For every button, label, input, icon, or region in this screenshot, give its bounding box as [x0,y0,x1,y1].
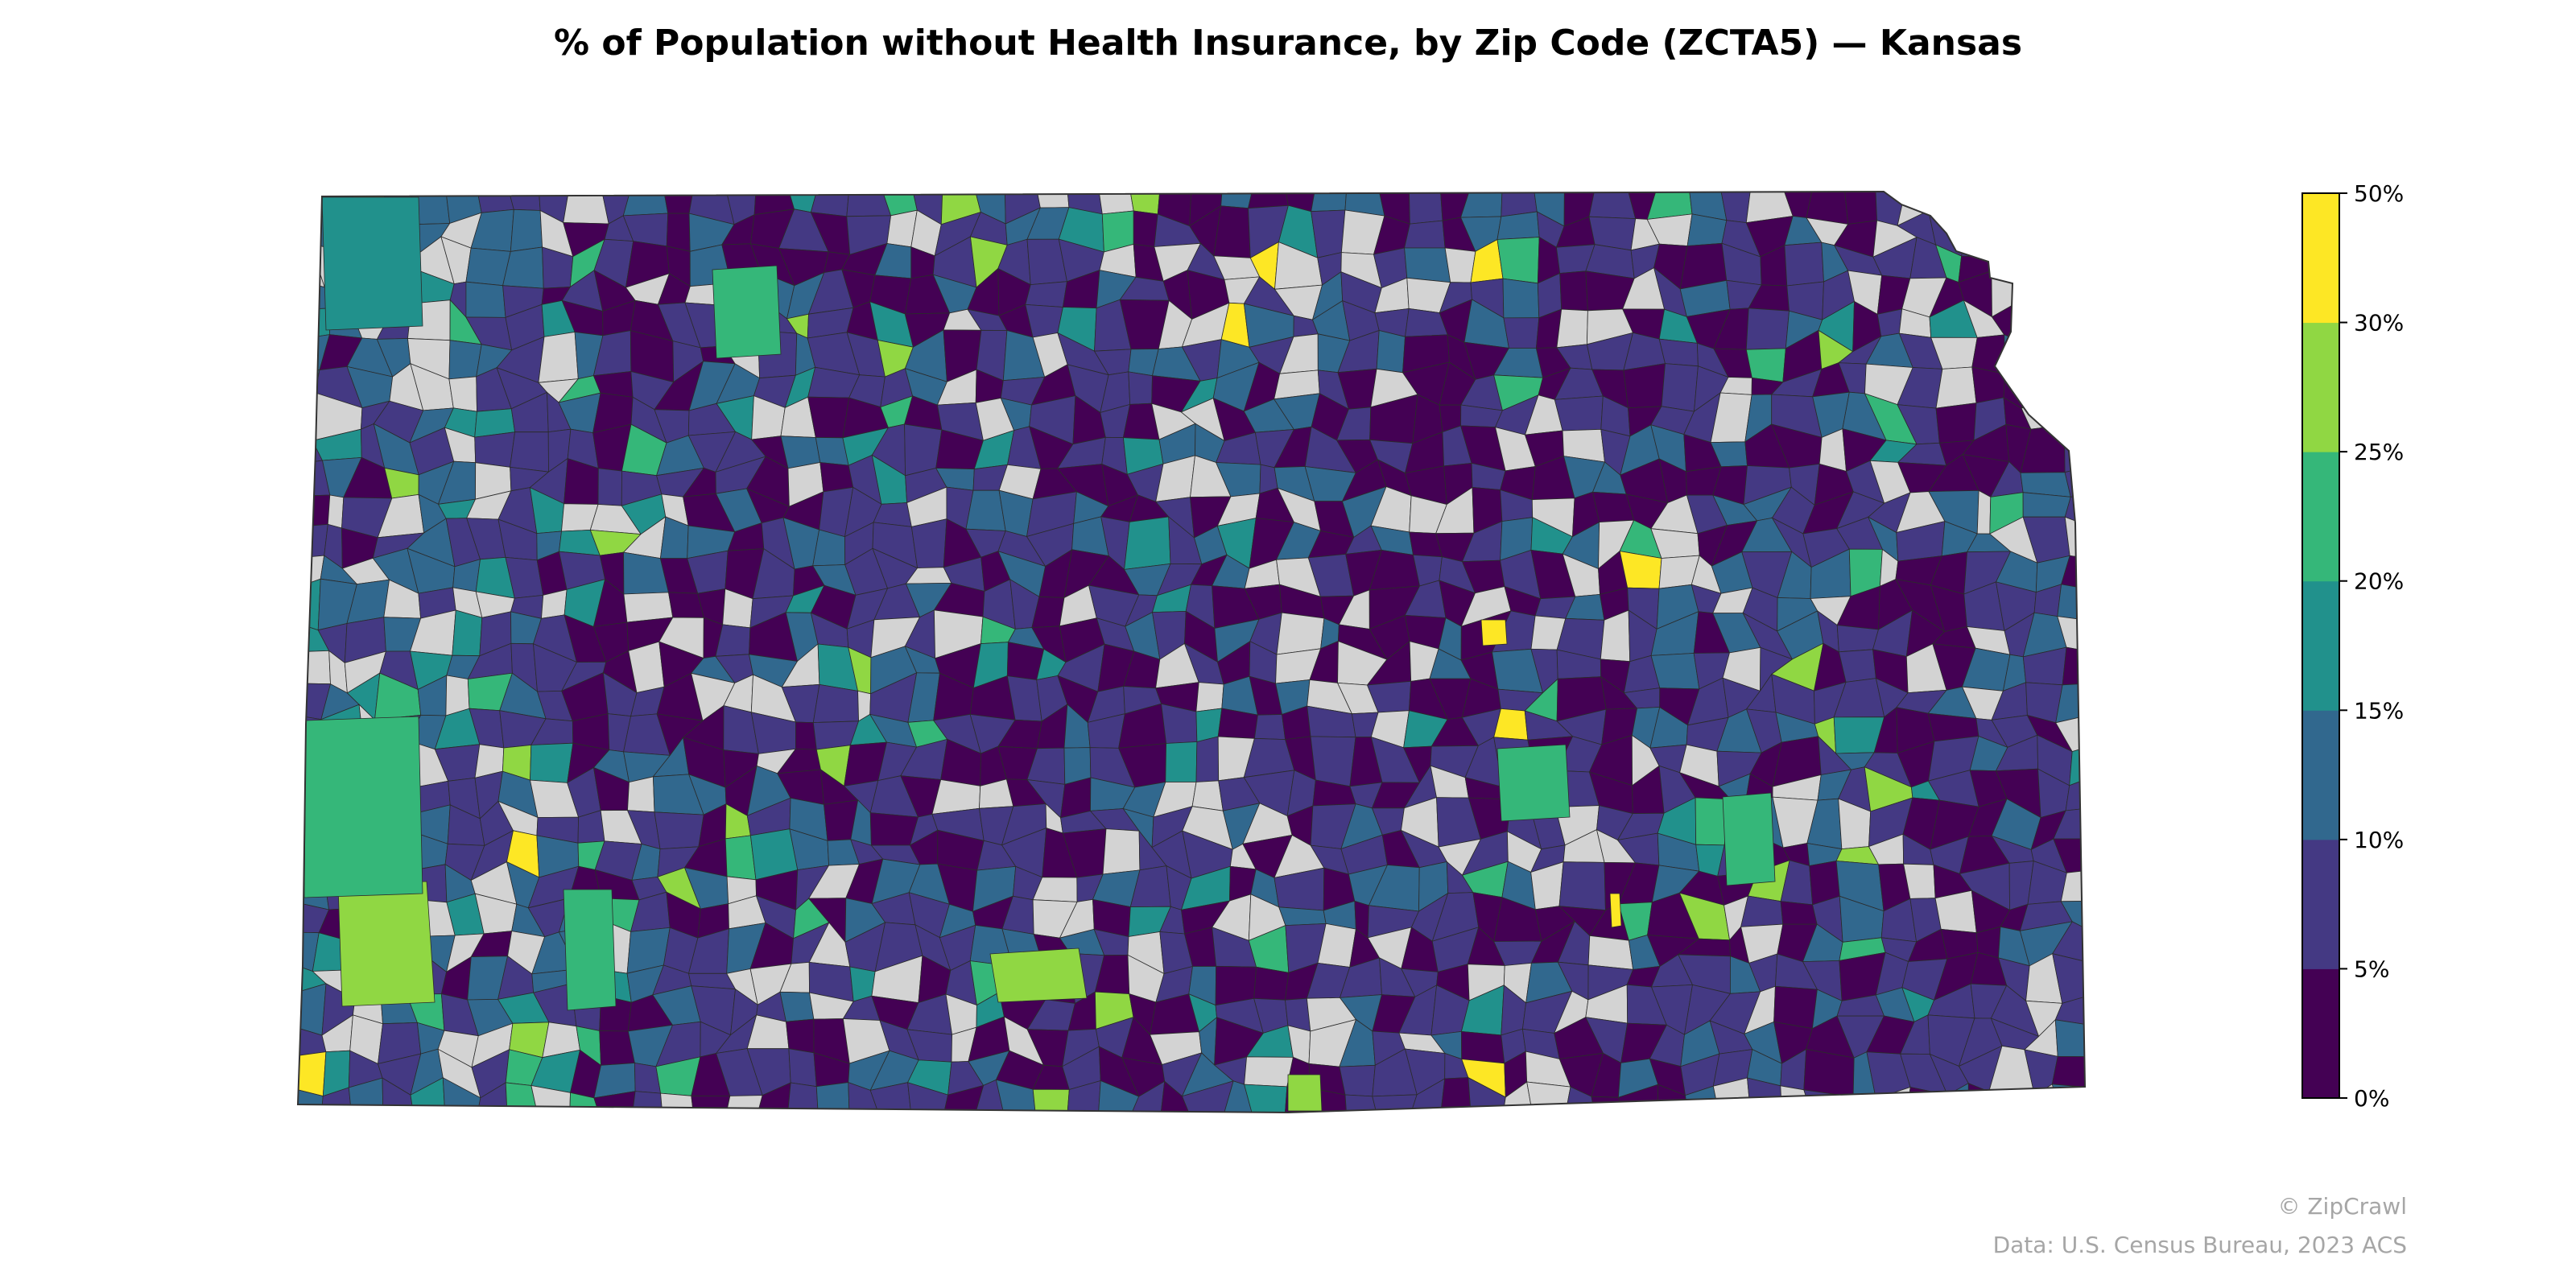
colorbar-frame [2301,192,2340,1099]
colorbar-segment [2302,968,2339,1099]
zcta-area [2051,1055,2085,1088]
colorbar-tick-label: 25% [2354,439,2404,465]
kansas-state-outline [296,190,2087,1114]
zcta-area-highlight [563,889,617,1011]
colorbar-segment [2302,193,2339,324]
brand-credit: © ZipCrawl [2277,1193,2407,1220]
colorbar-tick-label: 30% [2354,310,2404,336]
zcta-regions [298,192,2085,1113]
zcta-area [1097,1080,1140,1113]
zcta-area-highlight [1480,619,1508,646]
colorbar-tick-label: 50% [2354,180,2404,207]
colorbar-segment [2302,452,2339,582]
colorbar-segment [2302,580,2339,711]
zcta-area [1159,1080,1192,1113]
zcta-area-highlight [1609,893,1622,928]
map-title: % of Population without Health Insurance… [553,23,2023,64]
colorbar-tick-label: 20% [2354,568,2404,595]
colorbar-segment [2302,839,2339,969]
colorbar-tick-label: 10% [2354,827,2404,853]
source-credit: Data: U.S. Census Bureau, 2023 ACS [1992,1232,2407,1258]
zcta-area-highlight [989,947,1088,1003]
zcta-area [973,1079,1005,1113]
colorbar-segment [2302,322,2339,452]
zcta-area [1067,1080,1101,1113]
colorbar-tick-label: 5% [2354,956,2389,982]
colorbar-segment [2302,710,2339,840]
zcta-area-highlight [1496,744,1571,822]
zcta-area [1244,1084,1288,1113]
zcta-area-highlight [712,265,782,359]
colorbar-tick-label: 0% [2354,1085,2389,1112]
colorbar-tick-label: 15% [2354,697,2404,724]
zcta-area [995,1079,1037,1113]
zcta-area-highlight [1722,792,1776,886]
zcta-area-highlight [321,196,423,331]
